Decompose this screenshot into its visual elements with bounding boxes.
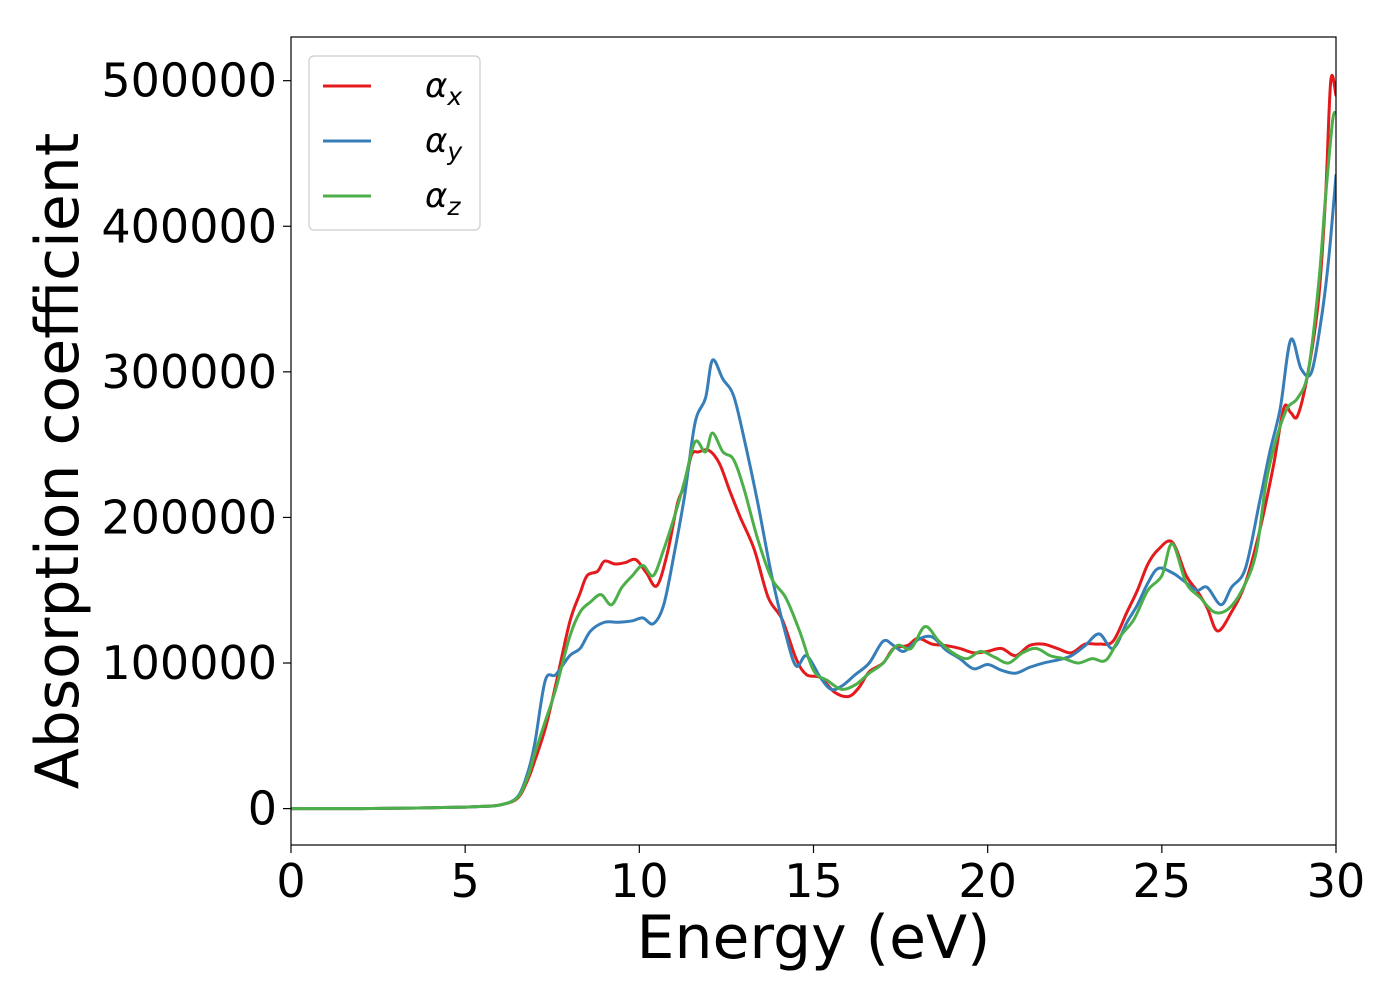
legend: αx αy αz (308, 55, 481, 231)
series-line-z (291, 110, 1336, 811)
x-tick-label: 10 (610, 854, 669, 908)
x-axis-label: Energy (eV) (637, 903, 991, 973)
series-line-x (291, 73, 1336, 811)
y-tick-label: 200000 (101, 490, 277, 544)
axes-layer: 0 5 10 15 20 25 30 0 100000 200000 300000 400000 500… (101, 36, 1366, 908)
y-tick-label: 0 (248, 782, 277, 836)
legend-box (308, 55, 481, 231)
series-layer (291, 73, 1336, 811)
series-line-y (291, 173, 1336, 811)
legend-label-y: αy (425, 121, 463, 166)
y-tick-label: 500000 (101, 54, 277, 108)
y-tick-label: 100000 (101, 636, 277, 690)
x-tick-label: 15 (784, 854, 843, 908)
y-axis-label: Absorption coefficient (23, 133, 93, 790)
x-tick-label: 0 (276, 854, 305, 908)
y-tick-label: 400000 (101, 199, 277, 253)
x-tick-label: 30 (1307, 854, 1366, 908)
y-tick-label: 300000 (101, 345, 277, 399)
legend-label-x: αx (425, 66, 462, 111)
legend-label-z: αz (425, 176, 461, 221)
x-tick-label: 25 (1133, 854, 1192, 908)
x-tick-label: 5 (451, 854, 480, 908)
x-tick-label: 20 (958, 854, 1017, 908)
